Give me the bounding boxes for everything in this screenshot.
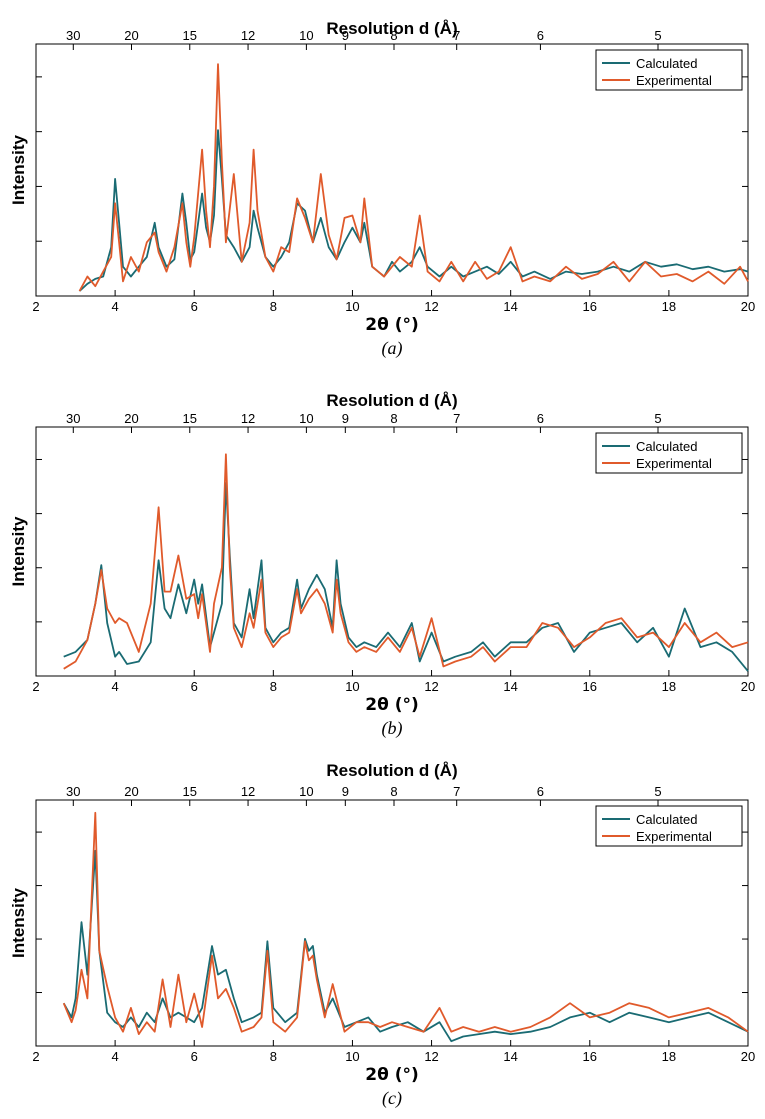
x-tick-label: 2	[32, 1049, 39, 1064]
series-line-experimental	[63, 453, 749, 670]
panel-label: (c)	[382, 1088, 402, 1109]
top-axis-title: Resolution d (Å)	[326, 761, 457, 780]
top-tick-label: 30	[66, 411, 80, 426]
x-tick-label: 4	[111, 299, 118, 314]
x-axis-label: 2θ (°)	[365, 315, 418, 335]
x-tick-label: 20	[741, 299, 755, 314]
top-tick-label: 6	[537, 784, 544, 799]
panel-b: Resolution d (Å) 30 20 15 12 10 9 8 7 6 5 2 4 6 8 10 12 1…	[9, 391, 755, 739]
top-tick-label: 30	[66, 784, 80, 799]
top-tick-label: 5	[654, 28, 661, 43]
series-line-calculated	[78, 129, 749, 292]
top-tick-label: 9	[342, 411, 349, 426]
top-tick-label: 10	[299, 411, 313, 426]
top-tick-label: 10	[299, 28, 313, 43]
panel-label: (a)	[382, 338, 403, 359]
legend-label: Experimental	[636, 829, 712, 844]
top-tick-label: 10	[299, 784, 313, 799]
top-tick-label: 12	[241, 28, 255, 43]
x-tick-label: 4	[111, 1049, 118, 1064]
x-tick-label: 18	[662, 299, 676, 314]
x-tick-label: 6	[191, 299, 198, 314]
x-tick-label: 20	[741, 1049, 755, 1064]
x-tick-label: 2	[32, 679, 39, 694]
top-tick-label: 15	[183, 784, 197, 799]
top-tick-label: 30	[66, 28, 80, 43]
legend-box	[595, 49, 743, 91]
top-tick-label: 20	[124, 784, 138, 799]
x-tick-label: 2	[32, 299, 39, 314]
top-tick-label: 5	[654, 411, 661, 426]
top-tick-label: 6	[537, 411, 544, 426]
panel-label: (b)	[382, 718, 403, 739]
top-tick-label: 15	[183, 28, 197, 43]
x-tick-label: 18	[662, 1049, 676, 1064]
x-tick-label: 20	[741, 679, 755, 694]
x-axis-label: 2θ (°)	[365, 695, 418, 715]
x-tick-label: 14	[503, 679, 517, 694]
top-tick-label: 7	[453, 411, 460, 426]
x-tick-label: 12	[424, 299, 438, 314]
legend-label: Calculated	[636, 812, 697, 827]
plot-frame	[35, 43, 749, 297]
x-tick-label: 8	[270, 299, 277, 314]
x-tick-label: 16	[583, 679, 597, 694]
top-tick-label: 20	[124, 28, 138, 43]
top-tick-label: 15	[183, 411, 197, 426]
legend-label: Calculated	[636, 439, 697, 454]
top-tick-label: 5	[654, 784, 661, 799]
x-tick-label: 8	[270, 679, 277, 694]
x-tick-label: 10	[345, 679, 359, 694]
x-tick-label: 10	[345, 1049, 359, 1064]
x-tick-label: 6	[191, 679, 198, 694]
top-tick-label: 8	[390, 28, 397, 43]
top-tick-label: 6	[537, 28, 544, 43]
x-axis-label: 2θ (°)	[365, 1065, 418, 1085]
legend: Calculated Experimental	[595, 49, 743, 91]
y-axis-label: Intensity	[9, 135, 28, 205]
top-tick-label: 7	[453, 784, 460, 799]
top-tick-label: 8	[390, 784, 397, 799]
series-line-calculated	[62, 849, 749, 1043]
series-line-experimental	[62, 811, 749, 1035]
plot-frame	[35, 799, 749, 1047]
x-tick-label: 16	[583, 299, 597, 314]
legend: Calculated Experimental	[595, 805, 743, 847]
top-tick-label: 12	[241, 784, 255, 799]
y-axis-label: Intensity	[9, 888, 28, 958]
x-tick-label: 16	[583, 1049, 597, 1064]
legend-label: Calculated	[636, 56, 697, 71]
top-tick-label: 7	[453, 28, 460, 43]
x-tick-label: 12	[424, 1049, 438, 1064]
legend-label: Experimental	[636, 456, 712, 471]
x-tick-label: 12	[424, 679, 438, 694]
x-tick-label: 8	[270, 1049, 277, 1064]
x-tick-label: 18	[662, 679, 676, 694]
legend: Calculated Experimental	[595, 432, 743, 474]
top-tick-label: 8	[390, 411, 397, 426]
x-tick-label: 10	[345, 299, 359, 314]
top-tick-label: 9	[342, 28, 349, 43]
series-line-experimental	[78, 63, 749, 292]
top-tick-label: 12	[241, 411, 255, 426]
panel-a: Resolution d (Å) 30 20 15 12 10 9 8 7 6 5 2 4 6 8 10 12 1…	[9, 19, 755, 359]
legend-box	[595, 432, 743, 474]
top-axis-title: Resolution d (Å)	[326, 19, 457, 38]
top-tick-label: 20	[124, 411, 138, 426]
series-line-calculated	[63, 482, 749, 672]
legend-box	[595, 805, 743, 847]
panel-c: Resolution d (Å) 30 20 15 12 10 9 8 7 6 5 2 4 6 8 10 12 1…	[9, 761, 755, 1109]
legend-label: Experimental	[636, 73, 712, 88]
plot-frame	[35, 426, 749, 677]
x-tick-label: 14	[503, 1049, 517, 1064]
top-tick-label: 9	[342, 784, 349, 799]
x-tick-label: 14	[503, 299, 517, 314]
top-axis-title: Resolution d (Å)	[326, 391, 457, 410]
y-axis-label: Intensity	[9, 516, 28, 586]
x-tick-label: 6	[191, 1049, 198, 1064]
x-tick-label: 4	[111, 679, 118, 694]
